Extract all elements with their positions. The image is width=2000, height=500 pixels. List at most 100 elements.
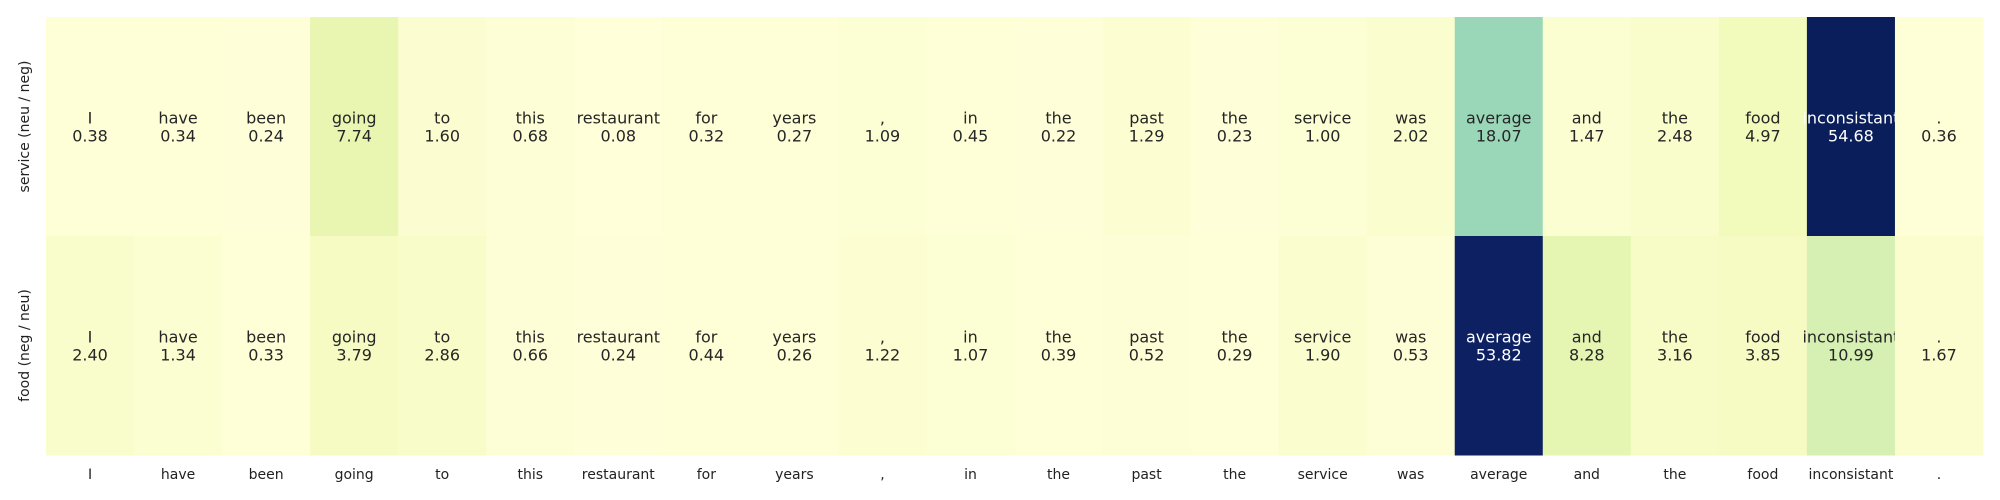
cell-value-label: 0.26 bbox=[777, 346, 813, 365]
heatmap-cell bbox=[1894, 236, 1984, 456]
cell-token-label: for bbox=[695, 109, 717, 128]
heatmap-cell bbox=[1014, 17, 1104, 237]
cell-token-label: . bbox=[1936, 328, 1941, 347]
heatmap-cell bbox=[1806, 236, 1896, 456]
cell-value-label: 3.16 bbox=[1657, 346, 1693, 365]
heatmap-cell bbox=[926, 17, 1015, 237]
x-tick-label: the bbox=[1223, 467, 1246, 483]
cell-value-label: 0.23 bbox=[1217, 127, 1253, 146]
cell-value-label: 0.34 bbox=[160, 127, 196, 146]
cell-value-label: 0.68 bbox=[512, 127, 548, 146]
cell-token-label: I bbox=[88, 328, 93, 347]
cell-value-label: 0.66 bbox=[512, 346, 548, 365]
heatmap-cell bbox=[222, 236, 311, 456]
cell-value-label: 1.34 bbox=[160, 346, 196, 365]
cell-token-label: average bbox=[1466, 328, 1532, 347]
cell-token-label: to bbox=[434, 109, 450, 128]
cell-token-label: , bbox=[880, 109, 885, 128]
cell-value-label: 1.67 bbox=[1921, 346, 1957, 365]
heatmap-cell bbox=[662, 236, 751, 456]
cell-token-label: restaurant bbox=[577, 109, 660, 128]
heatmap-cell bbox=[486, 17, 575, 237]
cell-token-label: restaurant bbox=[577, 328, 660, 347]
heatmap-cell bbox=[1630, 17, 1720, 237]
x-tick-label: the bbox=[1663, 467, 1686, 483]
cell-value-label: 0.08 bbox=[600, 127, 636, 146]
heatmap-cell bbox=[222, 17, 311, 237]
cell-value-label: 1.29 bbox=[1129, 127, 1165, 146]
cell-token-label: was bbox=[1395, 109, 1426, 128]
cell-value-label: 1.22 bbox=[865, 346, 901, 365]
row-label: food (neg / neu) bbox=[17, 289, 33, 402]
cell-value-label: 2.02 bbox=[1393, 127, 1429, 146]
heatmap-cell bbox=[926, 236, 1015, 456]
x-tick-label: average bbox=[1470, 467, 1527, 483]
cell-token-label: . bbox=[1936, 109, 1941, 128]
cell-token-label: this bbox=[516, 109, 545, 128]
heatmap-cells: I0.38have0.34been0.24going7.74to1.60this… bbox=[46, 17, 1984, 456]
heatmap-cell bbox=[1542, 236, 1632, 456]
heatmap-cell bbox=[1102, 236, 1192, 456]
cell-value-label: 1.07 bbox=[953, 346, 989, 365]
cell-value-label: 2.48 bbox=[1657, 127, 1693, 146]
x-tick-label: to bbox=[435, 467, 449, 483]
heatmap-cell bbox=[1542, 17, 1632, 237]
x-tick-label: I bbox=[88, 467, 92, 483]
heatmap-cell bbox=[1190, 236, 1280, 456]
heatmap-cell bbox=[1806, 17, 1896, 237]
x-tick-label: past bbox=[1131, 467, 1162, 483]
cell-token-label: past bbox=[1129, 109, 1164, 128]
x-tick-label: service bbox=[1298, 467, 1348, 483]
cell-token-label: been bbox=[246, 328, 286, 347]
heatmap-cell bbox=[1366, 236, 1456, 456]
heatmap-cell bbox=[1278, 236, 1368, 456]
heatmap-cell bbox=[398, 236, 487, 456]
heatmap-cell bbox=[838, 236, 927, 456]
cell-token-label: the bbox=[1662, 109, 1688, 128]
cell-value-label: 2.40 bbox=[72, 346, 108, 365]
x-tick-label: and bbox=[1574, 467, 1600, 483]
row-labels: service (neu / neg) food (neg / neu) bbox=[17, 61, 33, 402]
heatmap-cell bbox=[750, 17, 839, 237]
x-tick-label: years bbox=[775, 467, 814, 483]
x-tick-label: this bbox=[517, 467, 543, 483]
cell-token-label: have bbox=[158, 109, 197, 128]
cell-token-label: inconsistant bbox=[1802, 109, 1899, 128]
cell-value-label: 7.74 bbox=[336, 127, 372, 146]
x-tick-label: inconsistant bbox=[1809, 467, 1894, 483]
row-label: service (neu / neg) bbox=[17, 61, 33, 193]
cell-token-label: going bbox=[332, 328, 377, 347]
cell-value-label: 10.99 bbox=[1828, 346, 1874, 365]
cell-token-label: years bbox=[772, 328, 816, 347]
cell-token-label: for bbox=[695, 328, 717, 347]
cell-token-label: the bbox=[1045, 328, 1071, 347]
x-tick-label: have bbox=[161, 467, 195, 483]
cell-token-label: been bbox=[246, 109, 286, 128]
cell-value-label: 0.24 bbox=[600, 346, 636, 365]
cell-value-label: 8.28 bbox=[1569, 346, 1605, 365]
cell-value-label: 0.22 bbox=[1041, 127, 1077, 146]
heatmap-cell bbox=[1454, 17, 1544, 237]
cell-token-label: the bbox=[1221, 328, 1247, 347]
heatmap-cell bbox=[662, 17, 751, 237]
cell-value-label: 1.00 bbox=[1305, 127, 1341, 146]
cell-value-label: 0.33 bbox=[248, 346, 284, 365]
x-tick-label: . bbox=[1937, 467, 1941, 483]
cell-value-label: 0.44 bbox=[689, 346, 725, 365]
cell-token-label: in bbox=[963, 328, 978, 347]
cell-value-label: 0.53 bbox=[1393, 346, 1429, 365]
heatmap-cell bbox=[750, 236, 839, 456]
heatmap-cell bbox=[1102, 17, 1192, 237]
heatmap-cell bbox=[310, 236, 399, 456]
heatmap-cell bbox=[46, 17, 135, 237]
heatmap-cell bbox=[1718, 236, 1808, 456]
cell-value-label: 0.39 bbox=[1041, 346, 1077, 365]
cell-value-label: 3.79 bbox=[336, 346, 372, 365]
cell-token-label: going bbox=[332, 109, 377, 128]
cell-token-label: food bbox=[1745, 328, 1780, 347]
cell-value-label: 0.29 bbox=[1217, 346, 1253, 365]
cell-value-label: 0.45 bbox=[953, 127, 989, 146]
cell-token-label: average bbox=[1466, 109, 1532, 128]
cell-token-label: service bbox=[1294, 328, 1351, 347]
